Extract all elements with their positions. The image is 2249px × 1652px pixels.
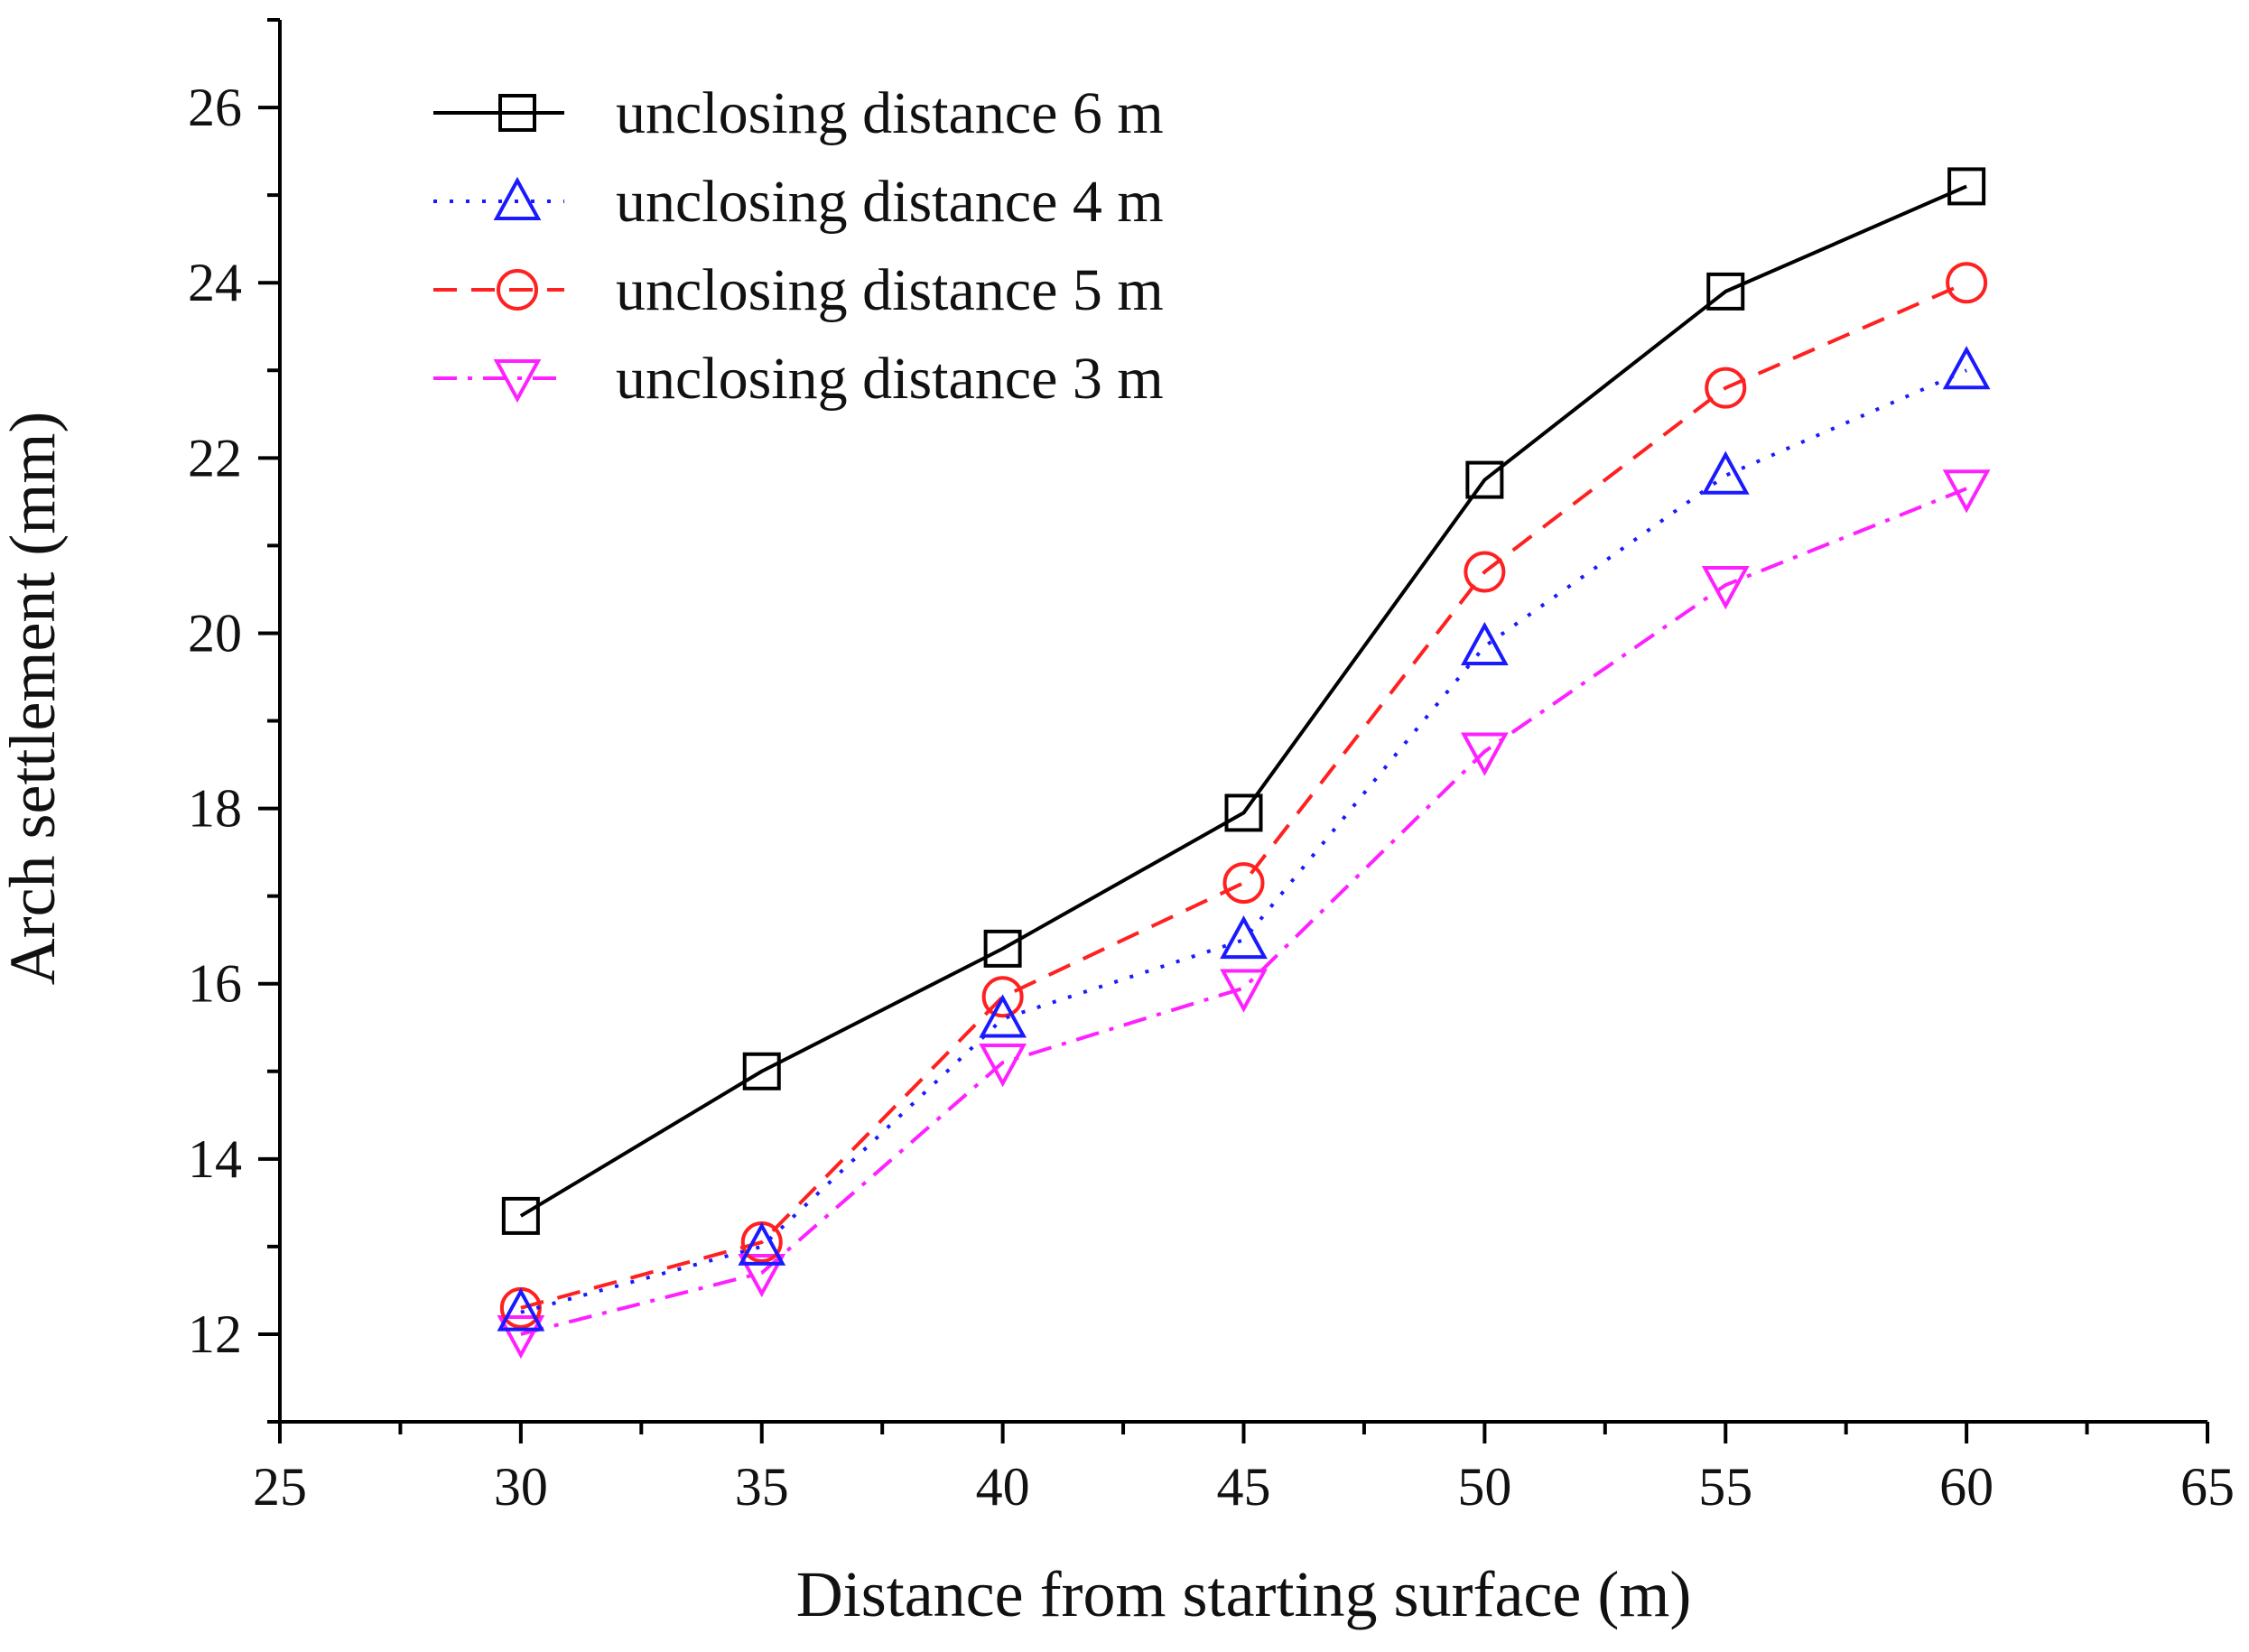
x-tick-label: 40 xyxy=(976,1457,1030,1517)
series-4 xyxy=(497,469,1991,1360)
x-tick-label: 45 xyxy=(1217,1457,1271,1517)
legend-label: unclosing distance 3 m xyxy=(616,346,1164,412)
legend-label: unclosing distance 6 m xyxy=(616,80,1164,146)
x-tick-label: 65 xyxy=(2180,1457,2235,1517)
data-point xyxy=(981,976,1024,1018)
legend: unclosing distance 6 m unclosing distance… xyxy=(433,80,1164,412)
data-point xyxy=(1220,969,1268,1013)
x-tick-label: 30 xyxy=(494,1457,548,1517)
data-point xyxy=(1942,346,1991,390)
data-point xyxy=(979,994,1027,1038)
data-point xyxy=(1224,794,1263,832)
y-tick-label: 22 xyxy=(188,428,242,487)
data-point xyxy=(738,1221,786,1266)
data-point xyxy=(738,1253,786,1298)
legend-marker xyxy=(493,359,542,404)
legend-marker xyxy=(497,269,538,311)
data-point xyxy=(979,1044,1027,1088)
x-tick-label: 50 xyxy=(1457,1457,1511,1517)
data-point xyxy=(1701,566,1750,610)
data-point xyxy=(1946,262,1988,304)
legend-marker xyxy=(498,94,536,132)
legend-entry: unclosing distance 4 m xyxy=(433,169,1164,235)
legend-entry: unclosing distance 5 m xyxy=(433,257,1164,323)
data-point xyxy=(1460,621,1509,665)
data-point xyxy=(983,929,1022,968)
series-line xyxy=(519,184,1967,1218)
y-tick-label: 20 xyxy=(188,603,242,663)
y-tick-label: 16 xyxy=(188,954,242,1014)
legend-label: unclosing distance 4 m xyxy=(616,169,1164,235)
axes: 25 30 35 40 45 50 55 60 65 12 14 16 18 20 22 24 26 xyxy=(188,18,2235,1517)
legend-entry: unclosing distance 6 m xyxy=(433,80,1164,146)
data-point xyxy=(742,1052,781,1091)
x-tick-label: 25 xyxy=(253,1457,307,1517)
x-tick-label: 60 xyxy=(1939,1457,1993,1517)
series-line xyxy=(520,487,1967,1336)
series-line xyxy=(520,368,1967,1314)
y-axis-title: Arch settlement (mm) xyxy=(0,412,69,986)
series-layer xyxy=(497,167,1991,1360)
data-point xyxy=(1464,551,1506,593)
data-point xyxy=(1460,732,1509,776)
series-line xyxy=(520,281,1967,1310)
data-point xyxy=(1701,450,1750,495)
series-2 xyxy=(497,346,1991,1332)
legend-marker xyxy=(493,176,542,220)
data-point xyxy=(1222,862,1265,905)
y-tick-label: 26 xyxy=(188,78,242,137)
data-point xyxy=(497,1287,545,1332)
y-tick-label: 24 xyxy=(188,253,242,312)
x-axis-title: Distance from starting surface (m) xyxy=(796,1558,1692,1630)
legend-label: unclosing distance 5 m xyxy=(616,257,1164,323)
data-point xyxy=(1220,914,1268,960)
x-tick-label: 35 xyxy=(735,1457,789,1517)
x-tick-label: 55 xyxy=(1698,1457,1752,1517)
data-point xyxy=(1947,167,1986,206)
series-1 xyxy=(501,167,1986,1235)
legend-entry: unclosing distance 3 m xyxy=(433,346,1164,412)
data-point xyxy=(501,1196,540,1235)
y-tick-label: 18 xyxy=(188,779,242,839)
data-point xyxy=(1942,469,1991,514)
data-point xyxy=(1705,367,1747,409)
data-point xyxy=(497,1314,545,1360)
y-tick-label: 14 xyxy=(188,1129,242,1189)
data-point xyxy=(1465,460,1504,499)
y-tick-label: 12 xyxy=(188,1304,242,1364)
data-point xyxy=(1706,272,1745,311)
